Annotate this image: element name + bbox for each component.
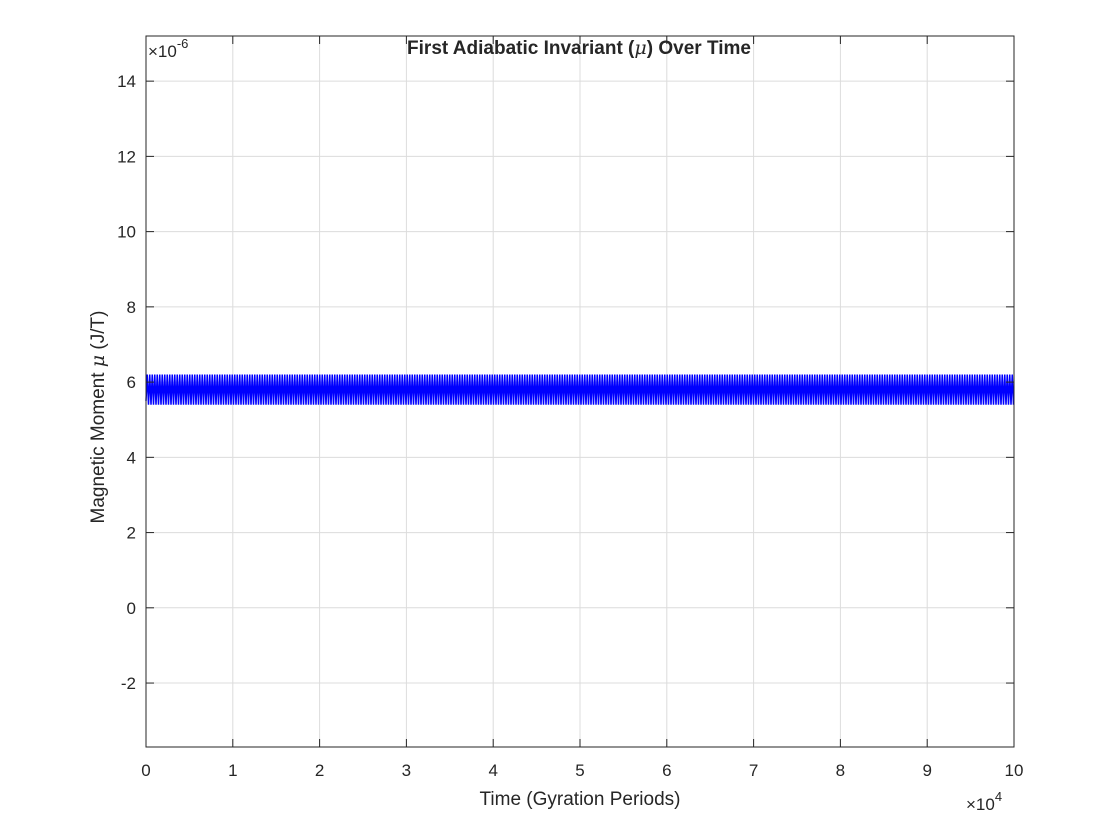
- x-tick-label: 4: [488, 761, 497, 780]
- x-tick-label: 3: [402, 761, 411, 780]
- x-tick-label: 9: [922, 761, 931, 780]
- x-tick-label: 2: [315, 761, 324, 780]
- x-axis-label: Time (Gyration Periods): [480, 789, 681, 810]
- x-tick-label: 6: [662, 761, 671, 780]
- y-tick-label: 6: [127, 373, 136, 392]
- y-axis-label: Magnetic Moment μ (J/T): [87, 311, 109, 524]
- y-tick-label: 14: [117, 72, 136, 91]
- x-tick-label: 8: [836, 761, 845, 780]
- y-tick-label: 4: [127, 448, 136, 467]
- x-tick-label: 10: [1005, 761, 1024, 780]
- y-tick-label: 12: [117, 147, 136, 166]
- y-tick-labels: -2 0 2 4 6 8 10 12 14: [117, 72, 136, 693]
- x-tick-label: 7: [749, 761, 758, 780]
- x-tick-label: 5: [575, 761, 584, 780]
- y-tick-label: -2: [121, 674, 136, 693]
- y-tick-label: 2: [127, 524, 136, 543]
- y-tick-label: 8: [127, 298, 136, 317]
- x-exponent-label: ×104: [966, 789, 1002, 814]
- magnetic-moment-series-line: [145, 374, 1015, 405]
- y-tick-label: 0: [127, 599, 136, 618]
- x-tick-label: 1: [228, 761, 237, 780]
- x-tick-labels: 0 1 2 3 4 5 6 7 8 9 10: [141, 761, 1023, 780]
- y-exponent-label: ×10-6: [148, 36, 188, 61]
- x-tick-label: 0: [141, 761, 150, 780]
- chart-title: First Adiabatic Invariant (μ) Over Time: [407, 37, 751, 59]
- y-tick-label: 10: [117, 223, 136, 242]
- tick-marks: [145, 36, 1015, 747]
- data-series-layer: [145, 374, 1015, 405]
